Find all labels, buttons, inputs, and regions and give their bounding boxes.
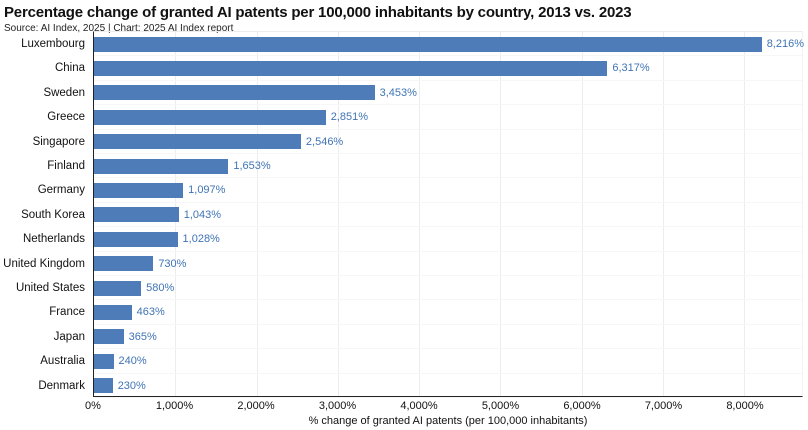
country-label: Singapore xyxy=(32,135,85,148)
value-label: 2,546% xyxy=(305,135,344,148)
value-label: 1,028% xyxy=(182,233,220,246)
value-label: 2,851% xyxy=(330,111,368,124)
country-label: China xyxy=(54,62,85,75)
value-label: 365% xyxy=(128,330,157,343)
row-separator xyxy=(94,299,802,301)
country-label: South Korea xyxy=(21,208,85,221)
row-separator xyxy=(94,104,802,106)
bar xyxy=(94,353,114,369)
value-label: 730% xyxy=(158,257,187,270)
value-label: 8,216% xyxy=(766,38,804,50)
bar-row: South Korea 1,043% xyxy=(21,203,802,228)
country-label: Germany xyxy=(37,184,85,197)
country-label: Denmark xyxy=(38,379,85,392)
x-axis-label: % change of granted AI patents (per 100,… xyxy=(308,415,588,427)
bar xyxy=(94,280,142,296)
row-separator xyxy=(94,250,802,252)
bar xyxy=(94,85,375,101)
bar xyxy=(94,36,762,52)
bar-row: Finland 1,653% xyxy=(47,154,802,179)
x-tick-label: 6,000% xyxy=(563,400,601,412)
value-label: 1,043% xyxy=(183,208,222,221)
chart-source: Source: AI Index, 2025 | Chart: 2025 AI … xyxy=(4,23,234,34)
x-tick-label: 4,000% xyxy=(400,400,438,412)
bar-row: Luxembourg 8,216% xyxy=(21,32,804,57)
country-label: Japan xyxy=(53,330,85,343)
bar xyxy=(94,329,124,345)
bar xyxy=(94,158,229,174)
value-label: 240% xyxy=(118,355,147,368)
country-label: Luxembourg xyxy=(21,38,85,50)
row-separator xyxy=(94,79,802,81)
value-label: 580% xyxy=(146,282,175,294)
x-tick-label: 3,000% xyxy=(318,400,357,412)
bar xyxy=(94,61,608,77)
x-tick-label: 8,000% xyxy=(726,400,764,412)
country-label: Finland xyxy=(47,160,85,172)
bar-row: France 463% xyxy=(49,300,802,325)
country-label: France xyxy=(49,306,85,319)
bar xyxy=(94,256,154,272)
bar-row: Japan 365% xyxy=(54,325,802,350)
value-label: 230% xyxy=(117,379,146,392)
bar-row: Australia 240% xyxy=(40,349,802,374)
bar-row: China 6,317% xyxy=(55,56,802,81)
chart-title: Percentage change of granted AI patents … xyxy=(4,4,632,21)
x-tick-label: 7,000% xyxy=(644,400,683,412)
country-label: Netherlands xyxy=(22,233,85,246)
row-separator xyxy=(94,274,802,276)
bar-row: Singapore 2,546% xyxy=(33,130,802,154)
value-label: 463% xyxy=(136,306,165,319)
bar-row: Netherlands 1,028% xyxy=(23,227,802,252)
country-label: United Kingdom xyxy=(3,257,85,270)
bar-row: Greece 2,851% xyxy=(47,105,802,130)
country-label: United States xyxy=(15,282,85,294)
x-tick-label: 2,000% xyxy=(237,400,275,412)
value-label: 1,653% xyxy=(233,160,271,172)
x-tick-label: 5,000% xyxy=(481,400,520,412)
country-label: Greece xyxy=(47,111,85,124)
value-label: 1,097% xyxy=(188,184,226,197)
gridline xyxy=(744,32,746,396)
row-separator xyxy=(94,55,802,57)
gridline xyxy=(581,32,583,396)
country-label: Australia xyxy=(40,355,85,368)
bar xyxy=(94,207,179,223)
value-label: 3,453% xyxy=(379,86,417,99)
row-separator xyxy=(94,128,802,130)
row-separator xyxy=(94,396,802,398)
bar-row: Germany 1,097% xyxy=(38,178,802,203)
x-tick-label: 1,000% xyxy=(155,400,194,412)
bar-row: Denmark 230% xyxy=(38,374,802,398)
bar-row: United Kingdom 730% xyxy=(3,252,802,276)
country-label: Sweden xyxy=(43,86,85,99)
bar-row: Sweden 3,453% xyxy=(43,81,802,106)
plot-area: Luxembourg 8,216% China 6,317% Sweden 3,453% G… xyxy=(3,31,804,398)
bar xyxy=(94,305,132,321)
row-separator xyxy=(94,323,802,325)
value-label: 6,317% xyxy=(612,62,650,75)
bar xyxy=(94,183,184,199)
gridline xyxy=(337,32,339,396)
row-separator xyxy=(94,372,802,374)
bar xyxy=(94,231,178,247)
row-separator xyxy=(94,201,802,203)
bar-row: United States 580% xyxy=(16,276,802,301)
row-separator xyxy=(94,226,802,228)
row-separator xyxy=(94,177,802,179)
gridline xyxy=(500,32,502,396)
x-tick-label: 0% xyxy=(85,400,101,412)
gridline xyxy=(419,32,421,396)
gridline xyxy=(256,32,258,396)
gridline xyxy=(662,32,664,396)
bar xyxy=(94,134,301,150)
bar xyxy=(94,109,326,125)
row-separator xyxy=(94,348,802,350)
bar xyxy=(94,378,113,394)
row-separator xyxy=(94,152,802,154)
